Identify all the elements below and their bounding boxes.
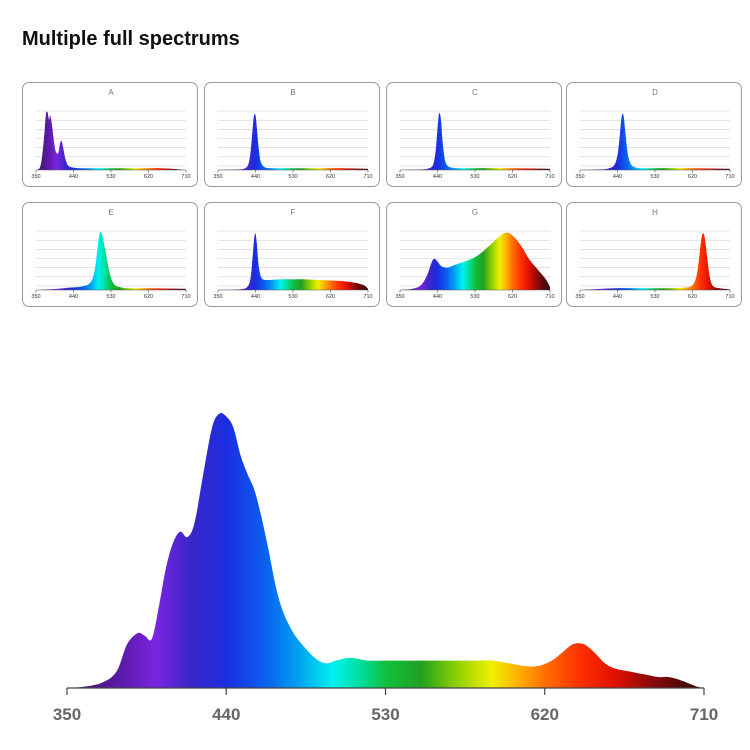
x-tick-label: 710 [725,174,734,180]
x-tick-label: 350 [213,294,222,300]
x-tick-label: 620 [326,294,335,300]
spectrum-area [36,231,186,290]
x-tick-label: 620 [688,174,697,180]
spectrum-chart-a: A 350 440 530 620 710 [31,88,190,180]
x-tick-label: 710 [690,705,718,724]
x-tick-label: 350 [575,174,584,180]
x-tick-label: 350 [575,294,584,300]
x-tick-label: 350 [395,294,404,300]
x-tick-label: 710 [181,294,190,300]
spectrum-area [580,113,730,170]
x-tick-label: 530 [470,294,479,300]
spectrum-chart-h: H 350 440 530 620 710 [575,208,734,300]
x-tick-label: 710 [545,294,554,300]
x-tick-label: 530 [106,174,115,180]
spectrum-area [218,113,368,170]
panel-title: E [108,208,113,217]
x-tick-label: 440 [433,174,442,180]
spectrum-area [36,111,186,170]
spectrum-chart-e: E 350 440 530 620 710 [31,208,190,300]
x-tick-label: 710 [363,294,372,300]
panel-title: A [108,88,114,97]
spectrum-panel-a: A 350 440 530 620 710 [22,82,198,187]
spectrum-area [67,413,704,688]
x-tick-label: 350 [53,705,81,724]
spectrum-chart-f: F 350 440 530 620 710 [213,208,372,300]
x-tick-label: 440 [212,705,240,724]
x-tick-label: 710 [545,174,554,180]
x-tick-label: 440 [613,294,622,300]
x-tick-label: 440 [613,174,622,180]
spectrum-area [400,112,550,170]
x-tick-label: 440 [69,174,78,180]
x-tick-label: 350 [31,174,40,180]
x-tick-label: 620 [144,174,153,180]
main-spectrum-chart: 350 440 530 620 710 [53,413,718,724]
spectrum-panel-g: G 350 440 530 620 710 [386,202,562,307]
x-tick-label: 620 [508,174,517,180]
x-tick-label: 440 [251,294,260,300]
x-tick-label: 350 [31,294,40,300]
x-tick-label: 530 [106,294,115,300]
x-tick-label: 530 [470,174,479,180]
x-tick-label: 530 [650,294,659,300]
panel-title: B [290,88,295,97]
x-tick-label: 620 [508,294,517,300]
panel-title: G [472,208,478,217]
x-tick-label: 620 [144,294,153,300]
spectrum-chart-g: G 350 440 530 620 710 [395,208,554,300]
x-tick-label: 350 [213,174,222,180]
x-tick-label: 710 [363,174,372,180]
spectrum-chart-b: B 350 440 530 620 710 [213,88,372,180]
panel-title: F [291,208,296,217]
spectrum-chart-c: C 350 440 530 620 710 [395,88,554,180]
spectrum-area [218,233,368,290]
x-tick-label: 710 [725,294,734,300]
x-tick-label: 530 [650,174,659,180]
x-tick-label: 530 [371,705,399,724]
spectrum-panel-b: B 350 440 530 620 710 [204,82,380,187]
spectrum-panel-c: C 350 440 530 620 710 [386,82,562,187]
x-tick-label: 350 [395,174,404,180]
spectrum-panel-e: E 350 440 530 620 710 [22,202,198,307]
x-tick-label: 710 [181,174,190,180]
x-tick-label: 530 [288,174,297,180]
page-title: Multiple full spectrums [22,28,240,50]
x-tick-label: 620 [531,705,559,724]
panel-title: C [472,88,478,97]
x-tick-label: 620 [688,294,697,300]
spectrum-chart-d: D 350 440 530 620 710 [575,88,734,180]
panel-title: D [652,88,658,97]
x-tick-label: 440 [251,174,260,180]
x-tick-label: 530 [288,294,297,300]
spectrum-panel-d: D 350 440 530 620 710 [566,82,742,187]
x-tick-label: 620 [326,174,335,180]
spectrum-area [580,233,730,290]
panel-title: H [652,208,658,217]
x-tick-label: 440 [433,294,442,300]
x-tick-label: 440 [69,294,78,300]
spectrum-panel-f: F 350 440 530 620 710 [204,202,380,307]
spectrum-area [400,232,550,290]
spectrum-panel-h: H 350 440 530 620 710 [566,202,742,307]
